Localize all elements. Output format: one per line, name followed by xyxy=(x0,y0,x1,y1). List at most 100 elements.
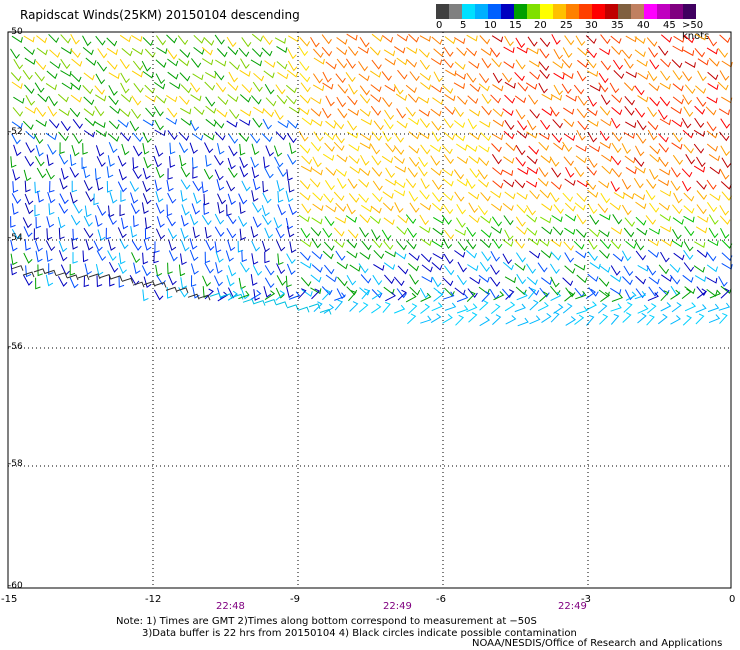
wind-barb xyxy=(456,203,466,215)
wind-barb xyxy=(214,131,226,141)
wind-barb xyxy=(360,154,370,166)
wind-barb xyxy=(565,316,576,326)
wind-barb xyxy=(277,71,289,80)
wind-barb xyxy=(696,180,707,190)
wind-barb xyxy=(251,143,260,156)
wind-barb xyxy=(300,227,311,239)
wind-barb xyxy=(479,261,490,273)
wind-barb xyxy=(501,72,513,83)
wind-barb xyxy=(585,288,596,300)
wind-barb xyxy=(178,264,186,277)
wind-barb xyxy=(226,180,236,192)
wind-barb xyxy=(274,109,284,121)
wind-barb xyxy=(502,239,514,247)
wind-barb xyxy=(467,264,479,272)
wind-barb xyxy=(336,261,348,270)
wind-barb xyxy=(553,142,565,151)
wind-barb xyxy=(70,214,81,226)
wind-barb xyxy=(276,180,285,192)
wind-barb xyxy=(623,265,634,277)
wind-barb xyxy=(325,120,337,129)
wind-barb xyxy=(311,168,323,176)
wind-barb xyxy=(345,215,357,223)
wind-barb xyxy=(322,289,331,301)
wind-barb xyxy=(610,274,622,283)
wind-barb xyxy=(82,35,92,47)
wind-barb xyxy=(141,202,149,214)
wind-barb xyxy=(599,106,611,116)
wind-barb xyxy=(45,274,54,287)
wind-barb xyxy=(190,275,197,287)
wind-barb xyxy=(96,250,107,262)
wind-barb xyxy=(251,95,262,105)
wind-barb xyxy=(492,167,504,176)
wind-barb xyxy=(708,227,719,239)
wind-barb xyxy=(670,106,682,115)
wind-barb xyxy=(418,109,430,117)
wind-barb xyxy=(205,239,215,251)
wind-barb xyxy=(553,48,563,60)
wind-barb xyxy=(145,107,156,118)
wind-barb xyxy=(83,275,90,288)
wind-barb xyxy=(24,84,35,94)
wind-barb xyxy=(529,71,541,80)
wind-barb-edge xyxy=(165,286,178,293)
wind-barb xyxy=(541,93,553,101)
wind-barb xyxy=(648,276,660,285)
wind-barb xyxy=(695,85,707,94)
wind-barb xyxy=(598,229,610,238)
wind-barb xyxy=(588,228,600,238)
wind-barb xyxy=(120,190,126,203)
wind-barb xyxy=(393,189,406,197)
wind-barb xyxy=(611,46,622,56)
wind-barb xyxy=(154,241,160,254)
wind-barb xyxy=(349,301,359,312)
wind-barb xyxy=(454,72,466,80)
wind-barb xyxy=(625,35,637,43)
wind-barb xyxy=(285,275,292,288)
wind-barb xyxy=(192,226,200,239)
wind-barb xyxy=(153,156,163,168)
wind-barb-edge xyxy=(198,294,211,301)
wind-barbs-layer xyxy=(10,33,733,327)
wind-barb xyxy=(82,47,94,56)
wind-barb xyxy=(262,180,269,193)
wind-barb xyxy=(264,60,276,68)
wind-barb xyxy=(285,84,297,94)
wind-barb xyxy=(645,189,656,201)
wind-barb xyxy=(550,285,561,296)
wind-barb xyxy=(312,73,323,84)
wind-barb xyxy=(96,204,107,216)
wind-barb xyxy=(13,96,25,104)
wind-barb xyxy=(251,240,261,252)
wind-barb xyxy=(337,276,348,287)
wind-barb xyxy=(419,225,431,234)
wind-barb xyxy=(587,273,599,282)
wind-barb xyxy=(10,239,18,252)
wind-barb xyxy=(191,203,201,215)
wind-barb xyxy=(167,58,179,67)
wind-barb xyxy=(431,120,442,131)
wind-barb xyxy=(598,277,610,287)
wind-barb xyxy=(395,251,407,260)
wind-barb xyxy=(58,240,68,253)
wind-barb xyxy=(166,215,176,227)
wind-barb xyxy=(46,154,54,167)
wind-barb xyxy=(204,251,211,264)
wind-barb xyxy=(683,205,695,214)
wind-barb xyxy=(156,274,166,286)
wind-barb xyxy=(83,130,96,138)
wind-barb xyxy=(682,129,694,139)
wind-barb xyxy=(431,36,443,45)
wind-barb xyxy=(551,167,562,178)
wind-barb xyxy=(672,132,683,143)
wind-barb xyxy=(393,155,405,165)
wind-barb xyxy=(469,132,481,141)
wind-barb xyxy=(625,121,637,129)
wind-barb xyxy=(10,72,22,82)
wind-barb xyxy=(133,215,139,228)
wind-barb xyxy=(361,204,373,213)
wind-barb xyxy=(657,109,668,121)
wind-barb xyxy=(407,263,419,272)
wind-barb xyxy=(238,47,250,58)
